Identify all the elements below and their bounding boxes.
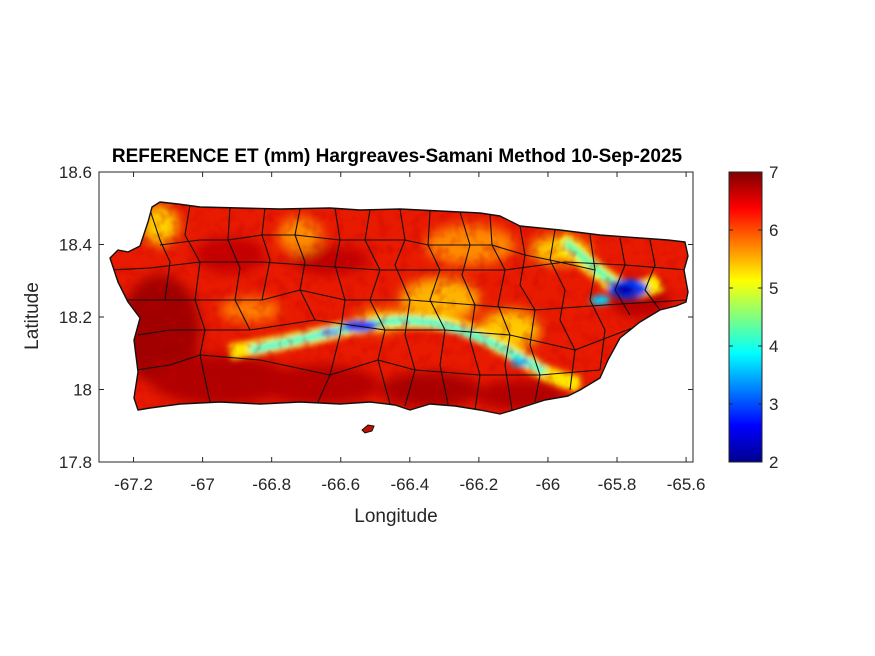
x-axis-ticks: -67.2 -67 -66.8 -66.6 -66.4 -66.2 -66 -65.8 -65.… (114, 172, 705, 494)
y-tick-label: 18.6 (59, 163, 92, 182)
x-tick-label: -65.6 (667, 475, 706, 494)
x-tick-label: -67.2 (114, 475, 153, 494)
x-tick-label: -67 (190, 475, 215, 494)
y-axis-label: Latitude (22, 282, 43, 350)
x-axis-label: Longitude (354, 506, 437, 527)
municipality-boundaries (110, 204, 688, 411)
y-tick-label: 17.8 (59, 453, 92, 472)
colorbar-tick-label: 6 (769, 221, 778, 240)
colorbar-tick-label: 4 (769, 337, 778, 356)
x-tick-label: -66.4 (390, 475, 429, 494)
x-tick-label: -65.8 (598, 475, 637, 494)
colorbar-tick-label: 2 (769, 453, 778, 472)
colorbar (728, 171, 763, 463)
x-tick-label: -66 (536, 475, 561, 494)
y-tick-label: 18 (73, 381, 92, 400)
x-tick-label: -66.6 (321, 475, 360, 494)
colorbar-tick-label: 5 (769, 279, 778, 298)
et-field (110, 202, 688, 414)
chart-title: REFERENCE ET (mm) Hargreaves-Samani Meth… (112, 146, 683, 167)
island-coastline (109, 201, 689, 415)
y-tick-label: 18.2 (59, 308, 92, 327)
islet-outline (361, 424, 375, 434)
colorbar-ticks: 2 3 4 5 6 7 (729, 163, 778, 472)
colorbar-tick-label: 7 (769, 163, 778, 182)
x-tick-label: -66.2 (460, 475, 499, 494)
y-axis-ticks: 17.8 18 18.2 18.4 18.6 (59, 163, 693, 472)
y-tick-label: 18.4 (59, 236, 92, 255)
colorbar-tick-label: 3 (769, 395, 778, 414)
x-tick-label: -66.8 (252, 475, 291, 494)
